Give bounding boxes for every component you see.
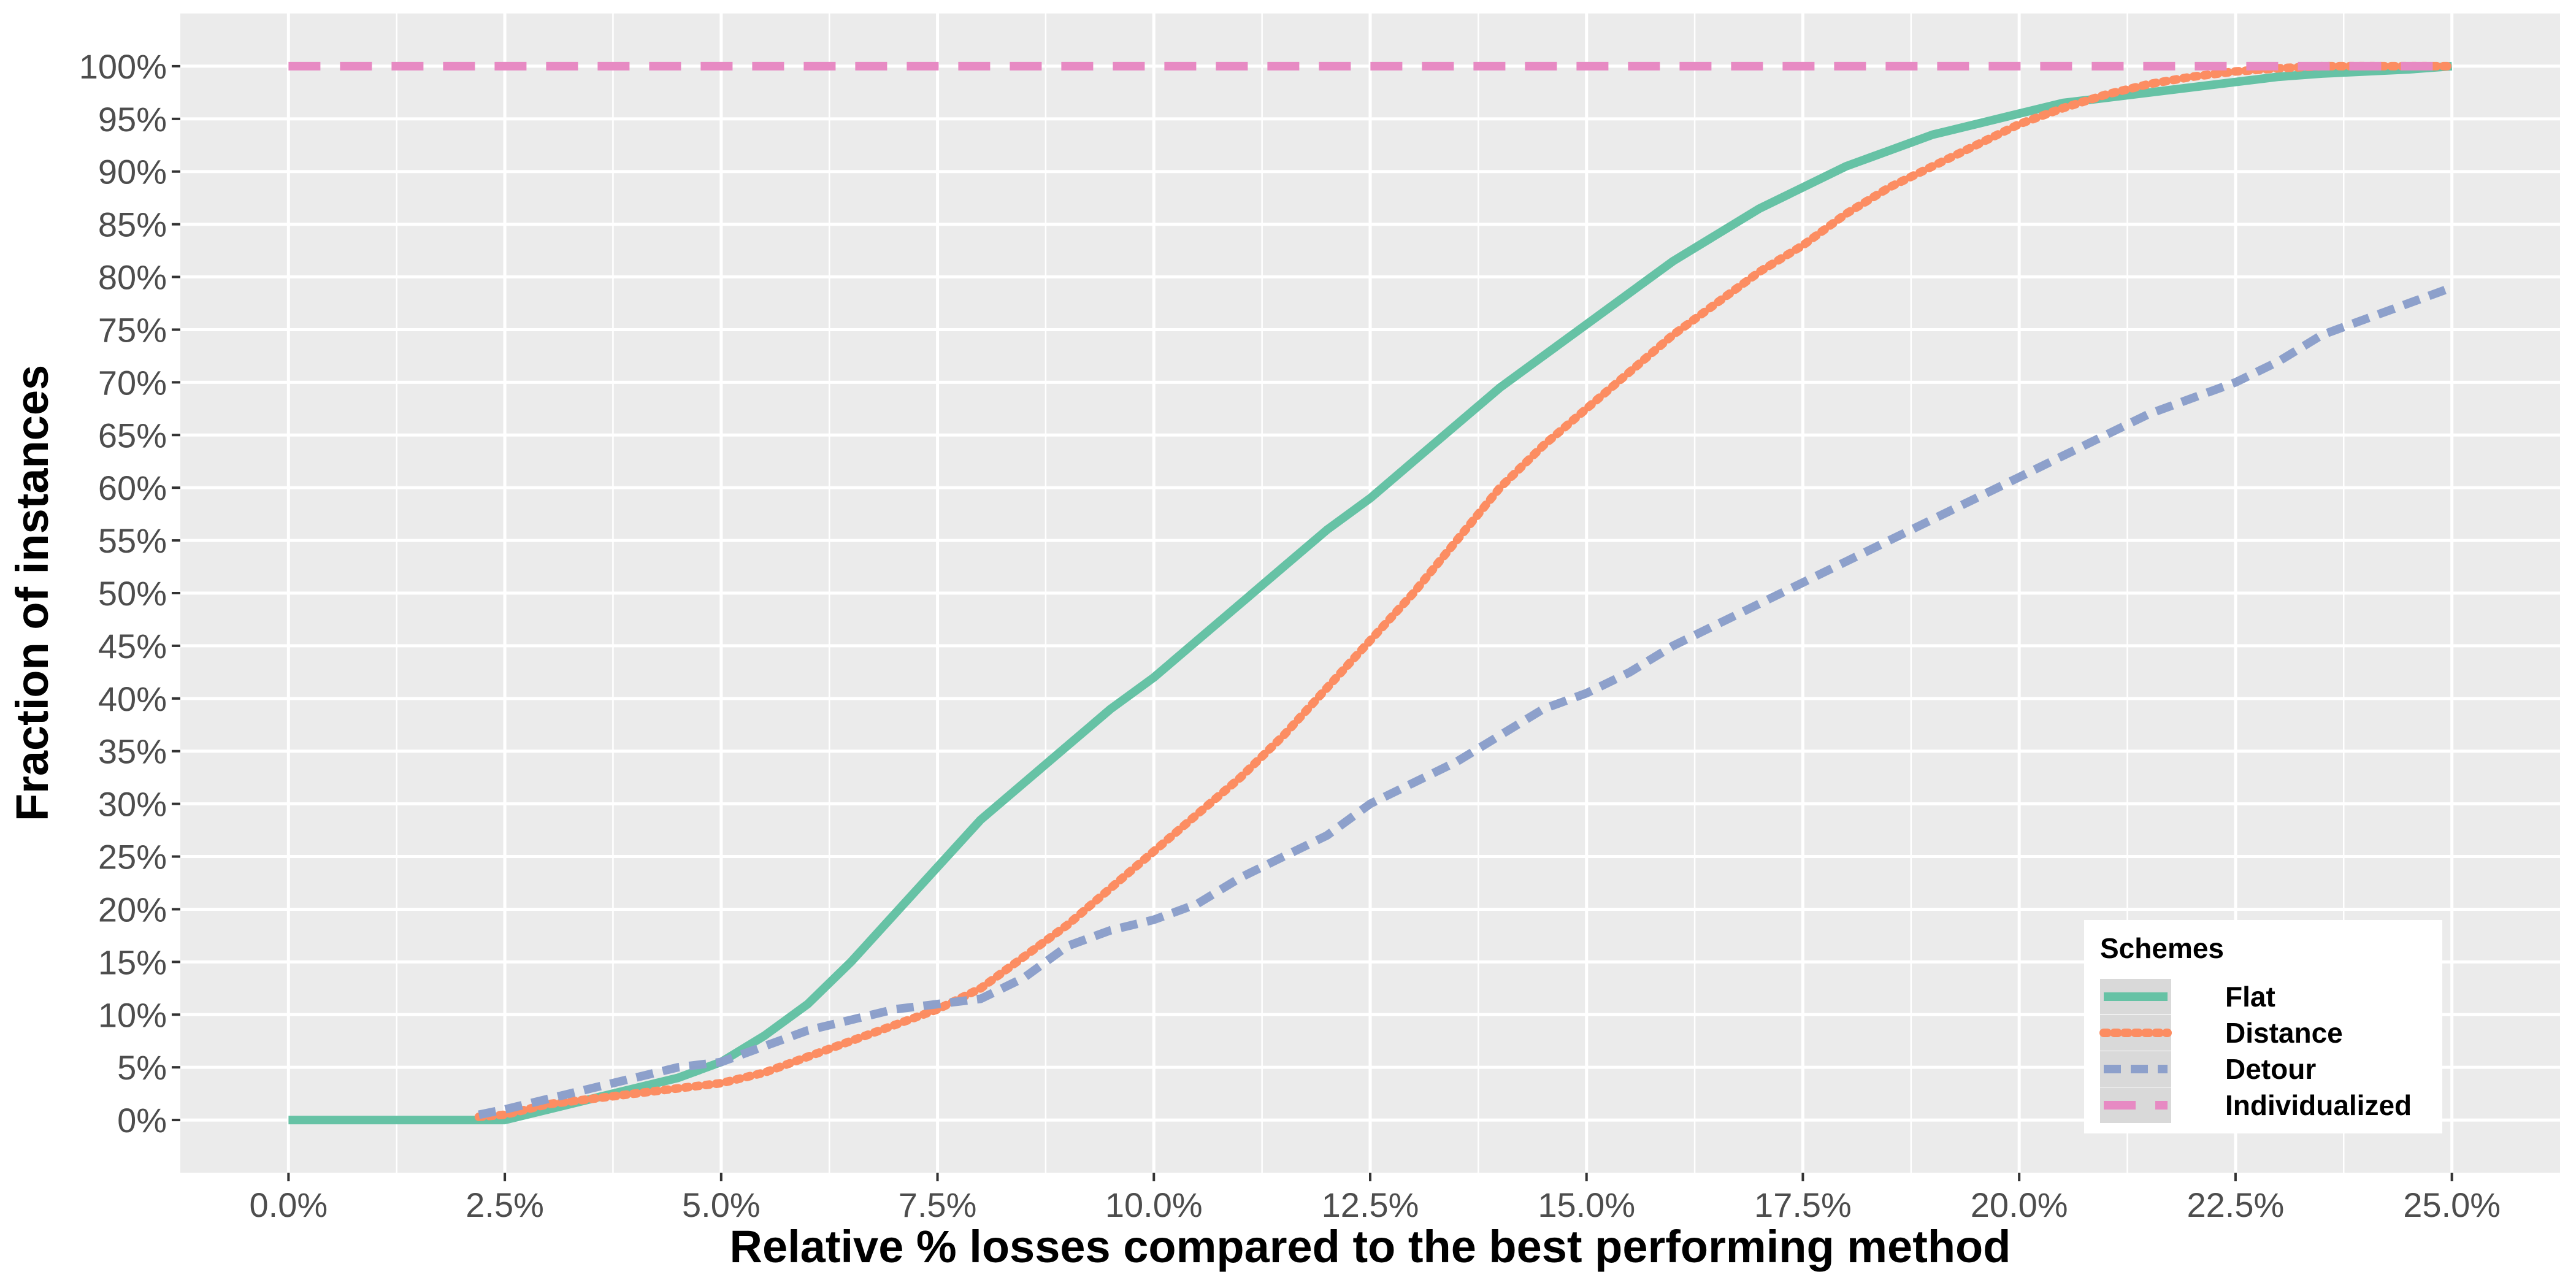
- x-axis-ticks: 0.0% 2.5% 5.0% 7.5% 10.0% 12.5% 15.0% 17.5% 20.0…: [250, 1173, 2501, 1224]
- y-tick-label: 90%: [98, 153, 167, 191]
- legend-label-flat: Flat: [2225, 981, 2275, 1013]
- y-tick-label: 100%: [79, 47, 167, 86]
- x-tick-label: 17.5%: [1754, 1186, 1852, 1224]
- y-tick-label: 20%: [98, 890, 167, 929]
- x-tick-label: 0.0%: [250, 1186, 328, 1224]
- x-tick-label: 12.5%: [1322, 1186, 1419, 1224]
- y-tick-label: 65%: [98, 416, 167, 454]
- y-tick-label: 85%: [98, 205, 167, 244]
- y-axis-ticks: 0% 5% 10% 15% 20% 25% 30% 35% 40% 45% 50% 55% 60% 65%…: [79, 47, 180, 1140]
- series-line-detour: [478, 283, 2454, 1119]
- x-tick-label: 5.0%: [682, 1186, 761, 1224]
- legend-label-detour: Detour: [2225, 1053, 2316, 1085]
- y-tick-label: 15%: [98, 943, 167, 981]
- y-tick-label: 55%: [98, 521, 167, 560]
- legend-label-distance: Distance: [2225, 1017, 2343, 1049]
- series-lines: [288, 61, 2456, 1125]
- y-tick-label: 30%: [98, 785, 167, 824]
- y-tick-label: 35%: [98, 732, 167, 771]
- series-line-distance: [474, 61, 2456, 1121]
- y-tick-label: 80%: [98, 258, 167, 297]
- legend-items: Flat Distance Detour Individualized: [2099, 979, 2412, 1123]
- x-axis-title: Relative % losses compared to the best p…: [730, 1221, 2011, 1272]
- y-tick-label: 40%: [98, 680, 167, 718]
- y-tick-label: 10%: [98, 995, 167, 1034]
- y-axis-title: Fraction of instances: [7, 365, 58, 821]
- y-tick-label: 60%: [98, 469, 167, 507]
- x-tick-label: 2.5%: [466, 1186, 544, 1224]
- legend-title: Schemes: [2100, 932, 2224, 964]
- legend: Schemes Flat Distance Detour Individualized: [2084, 920, 2442, 1133]
- y-tick-label: 75%: [98, 310, 167, 349]
- legend-label-individualized: Individualized: [2225, 1089, 2412, 1121]
- y-tick-label: 0%: [117, 1101, 167, 1140]
- x-tick-label: 22.5%: [2187, 1186, 2285, 1224]
- x-tick-label: 15.0%: [1538, 1186, 1635, 1224]
- x-tick-label: 20.0%: [1971, 1186, 2068, 1224]
- x-tick-label: 7.5%: [899, 1186, 977, 1224]
- y-tick-label: 5%: [117, 1048, 167, 1087]
- y-tick-label: 25%: [98, 838, 167, 876]
- x-tick-label: 25.0%: [2403, 1186, 2501, 1224]
- y-tick-label: 50%: [98, 574, 167, 613]
- x-tick-label: 10.0%: [1105, 1186, 1203, 1224]
- y-tick-label: 95%: [98, 100, 167, 139]
- y-tick-label: 45%: [98, 627, 167, 665]
- y-tick-label: 70%: [98, 363, 167, 402]
